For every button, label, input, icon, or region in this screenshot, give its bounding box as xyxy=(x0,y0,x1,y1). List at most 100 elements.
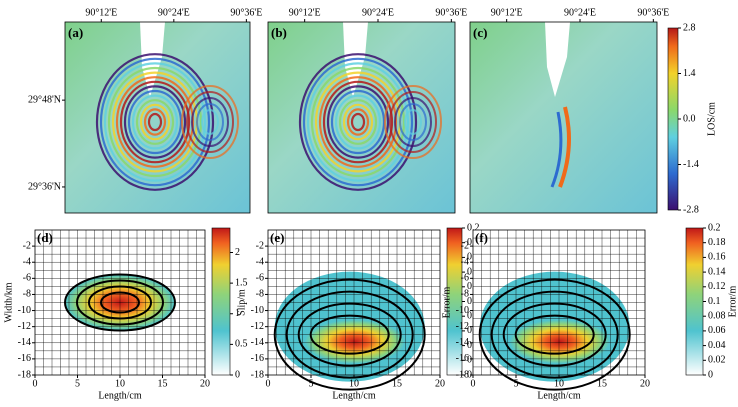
x-tick-label: 90°36'E xyxy=(230,7,262,18)
colorbar-tick-label: 1.4 xyxy=(683,68,696,79)
x-tick-label: 90°36'E xyxy=(637,7,669,18)
colorbar-tick-label: 2.8 xyxy=(683,22,696,33)
x-tick-label: 5 xyxy=(75,378,80,389)
fringe xyxy=(139,103,171,141)
y-tick-label: -4 xyxy=(461,257,469,268)
y-tick-label: -16 xyxy=(18,353,31,364)
y-tick-label: -16 xyxy=(456,353,469,364)
y-tick-label: 29°48'N xyxy=(28,94,61,105)
panel-label: (e) xyxy=(270,230,284,245)
fringe xyxy=(338,99,378,145)
fringe xyxy=(399,103,427,141)
fringe xyxy=(135,99,175,145)
fringe xyxy=(404,109,422,135)
colorbar-tick-label: 0.2 xyxy=(467,222,480,233)
colorbar-tick-label: 0.04 xyxy=(708,340,726,351)
fringe xyxy=(95,53,215,191)
fringe xyxy=(326,85,390,159)
colorbar-tick-label: 0 xyxy=(235,369,240,380)
x-tick-label: 90°12'E xyxy=(85,7,117,18)
fringe xyxy=(99,57,211,187)
colorbar-tick-label: 0.16 xyxy=(708,252,726,263)
y-tick-label: -2 xyxy=(23,240,31,251)
colorbar-tick-label: 0.02 xyxy=(708,355,726,366)
panel-label: (f) xyxy=(475,230,488,245)
lake xyxy=(545,22,570,97)
y-tick-label: -4 xyxy=(256,257,264,268)
x-axis-label: Length/cm xyxy=(537,390,581,401)
colorbar-tick-label: 0.08 xyxy=(708,310,726,321)
y-tick-label: -16 xyxy=(251,353,264,364)
fringe xyxy=(201,109,219,135)
panel-label: (a) xyxy=(68,25,83,40)
y-tick-label: -2 xyxy=(256,240,264,251)
colorbar-tick-label: 0.18 xyxy=(708,237,726,248)
colorbar-tick-label: 1 xyxy=(235,308,240,319)
y-tick-label: -18 xyxy=(18,369,31,380)
colorbar-tick-label: 0.0 xyxy=(683,113,696,124)
fringe xyxy=(196,103,224,141)
y-axis-label: Error/m xyxy=(441,286,452,318)
map-frame xyxy=(64,21,251,214)
colorbar-tick-label: 0.1 xyxy=(708,296,721,307)
x-tick-label: 5 xyxy=(514,378,519,389)
y-tick-label: -8 xyxy=(461,289,469,300)
colorbar-tick-label: 0.12 xyxy=(708,281,726,292)
colorbar-tick-label: 0.2 xyxy=(708,222,721,233)
y-tick-label: -4 xyxy=(23,257,31,268)
fringe xyxy=(186,91,234,153)
fringe xyxy=(306,62,410,182)
fringe xyxy=(181,85,239,159)
fringe xyxy=(342,103,374,141)
fringe xyxy=(389,91,437,153)
fringe xyxy=(334,94,382,150)
x-tick-label: 90°24'E xyxy=(362,7,394,18)
x-tick-label: 90°24'E xyxy=(564,7,596,18)
y-tick-label: -18 xyxy=(456,369,469,380)
fringe xyxy=(298,53,418,191)
x-tick-label: 90°24'E xyxy=(158,7,190,18)
map-frame xyxy=(267,21,456,214)
y-tick-label: -6 xyxy=(23,273,31,284)
y-tick-label: -14 xyxy=(251,337,264,348)
fringe xyxy=(123,85,187,159)
x-axis-label: Length/cm xyxy=(98,390,142,401)
x-tick-label: 15 xyxy=(392,378,402,389)
y-tick-label: -6 xyxy=(256,273,264,284)
fringe xyxy=(558,106,571,188)
colorbar-label: LOS/cm xyxy=(706,102,717,136)
fringe xyxy=(147,112,163,132)
x-tick-label: 90°12'E xyxy=(491,7,523,18)
colorbar xyxy=(667,27,679,211)
colorbar-tick-label: 1.5 xyxy=(235,277,248,288)
panel-label: (c) xyxy=(473,25,487,40)
fringe xyxy=(103,62,207,182)
y-tick-label: -6 xyxy=(461,273,469,284)
x-tick-label: 0 xyxy=(33,378,38,389)
x-tick-label: 20 xyxy=(200,378,210,389)
colorbar-tick-label: 0 xyxy=(467,369,472,380)
x-tick-label: 10 xyxy=(115,378,125,389)
colorbar-tick-label: -2.8 xyxy=(683,204,699,215)
fringe xyxy=(550,111,563,188)
fringe xyxy=(384,85,442,159)
y-tick-label: -10 xyxy=(18,305,31,316)
fringe xyxy=(191,97,229,147)
fringe xyxy=(350,112,366,132)
fringe xyxy=(394,97,432,147)
x-tick-label: 10 xyxy=(349,378,359,389)
x-tick-label: 15 xyxy=(597,378,607,389)
colorbar-tick-label: -1.4 xyxy=(683,159,699,170)
y-tick-label: -12 xyxy=(251,321,264,332)
y-tick-label: -8 xyxy=(23,289,31,300)
fringe xyxy=(143,108,167,136)
panel-label: (d) xyxy=(37,230,53,245)
panel-label: (b) xyxy=(271,25,287,40)
y-tick-label: -8 xyxy=(256,289,264,300)
y-tick-label: -10 xyxy=(251,305,264,316)
colorbar xyxy=(685,227,704,376)
x-tick-label: 15 xyxy=(158,378,168,389)
fringe xyxy=(119,80,191,164)
y-tick-label: -10 xyxy=(456,305,469,316)
